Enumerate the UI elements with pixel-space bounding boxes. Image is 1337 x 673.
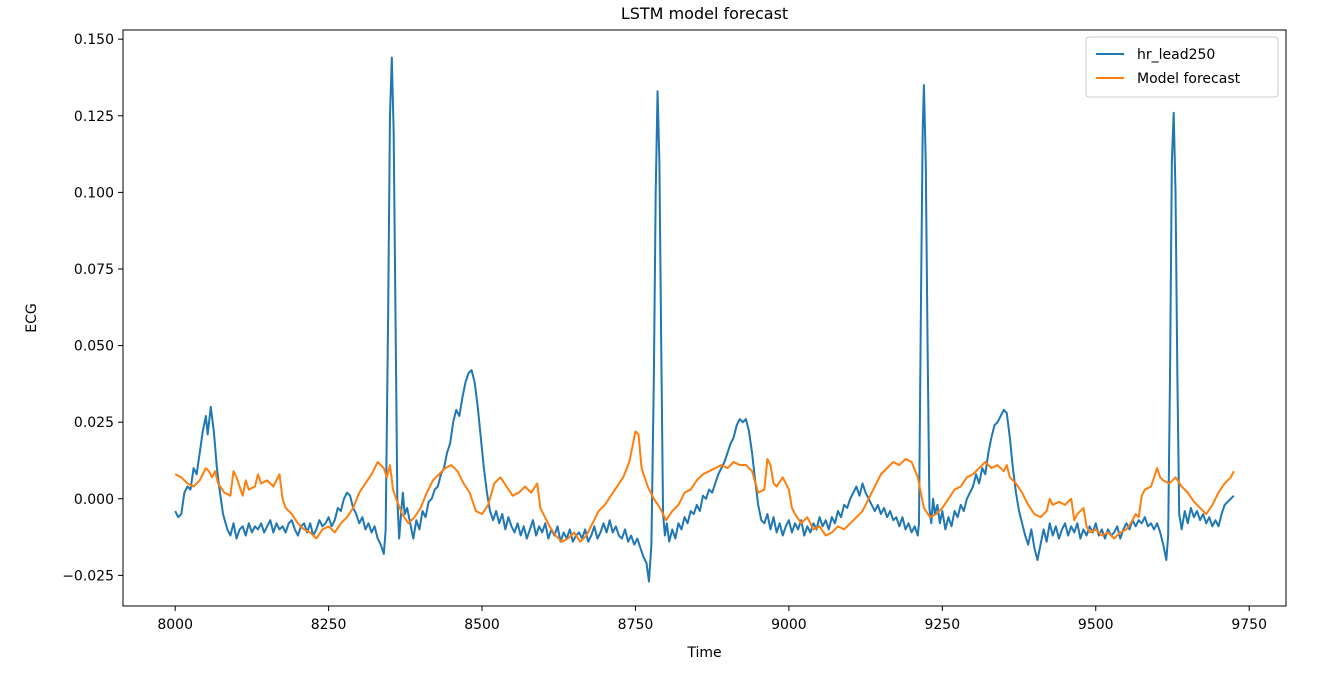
y-tick-label: 0.125: [74, 109, 114, 125]
x-axis-title: Time: [686, 645, 721, 661]
x-tick-label: 8500: [464, 617, 500, 633]
legend-label: hr_lead250: [1137, 47, 1215, 63]
y-tick-label: 0.150: [74, 32, 114, 48]
legend-label: Model forecast: [1137, 71, 1241, 87]
x-tick-label: 9000: [771, 617, 807, 633]
series-layer: [174, 56, 1235, 583]
y-tick-label: 0.025: [74, 415, 114, 431]
x-tick-label: 9500: [1078, 617, 1114, 633]
x-tick-label: 8000: [157, 617, 193, 633]
legend-box: [1085, 36, 1279, 98]
plot-frame: [122, 29, 1287, 607]
plot-area: [122, 29, 1287, 607]
y-tick-label: 0.000: [74, 492, 114, 508]
x-tick-label: 8250: [311, 617, 347, 633]
series-line-model-forecast: [174, 430, 1235, 543]
series-line-hr-lead250: [174, 56, 1235, 583]
x-axis: 8000 8250 8500 8750 9000 9250 9500 9750: [157, 606, 1267, 633]
x-tick-label: 9750: [1231, 617, 1267, 633]
y-tick-label: 0.050: [74, 339, 114, 355]
x-tick-label: 9250: [924, 617, 960, 633]
y-tick-label: −0.025: [62, 568, 114, 584]
y-tick-label: 0.075: [74, 262, 114, 278]
y-tick-label: 0.100: [74, 185, 114, 201]
y-axis-title: ECG: [24, 303, 40, 332]
y-axis: −0.025 0.000 0.025 0.050 0.075 0.100 0.125 0.15…: [62, 32, 123, 584]
x-tick-label: 8750: [618, 617, 654, 633]
chart-title: LSTM model forecast: [621, 4, 788, 23]
legend: hr_lead250 Model forecast: [1085, 36, 1279, 98]
